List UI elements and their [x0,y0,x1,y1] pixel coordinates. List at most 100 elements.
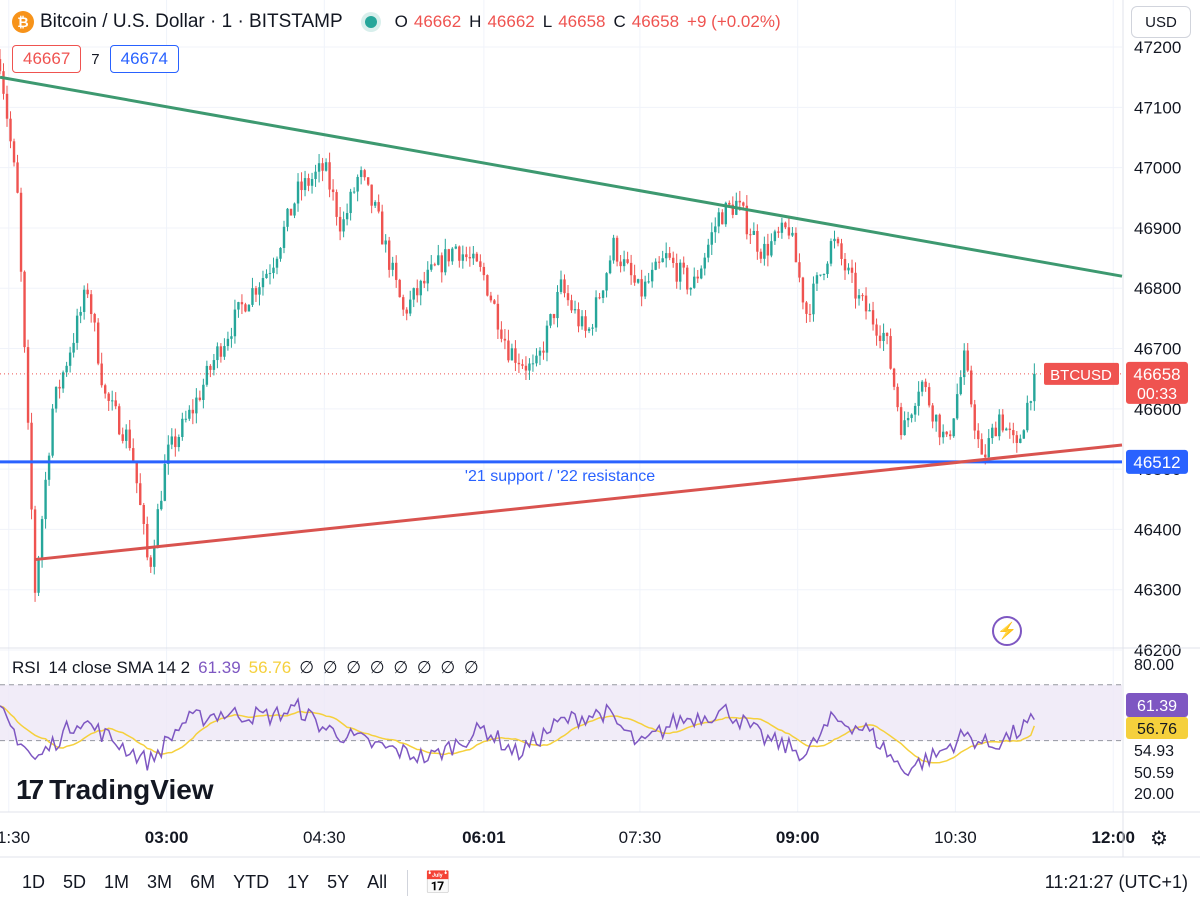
candle-body [286,208,289,227]
candle-body [700,268,703,279]
time-axis-label: 10:30 [934,828,977,847]
candle-body [195,397,198,414]
range-1m-button[interactable]: 1M [104,872,130,892]
candle-body [40,519,44,558]
rsi-sma-badge-label: 56.76 [1137,721,1177,738]
market-status-icon[interactable] [364,16,377,28]
candle-body [437,255,440,265]
range-6m-button[interactable]: 6M [190,872,216,892]
candle-body [395,262,398,280]
candle-body [878,335,882,342]
candle-body [440,255,443,273]
candle-body [184,418,188,420]
range-ytd-button[interactable]: YTD [233,872,270,892]
candle-body [212,360,216,370]
candle-body [577,309,580,327]
candle-body [458,246,461,261]
price-axis-label: 46900 [1134,219,1181,238]
price-axis-label: 47100 [1134,98,1181,117]
candle-body [759,251,763,259]
time-axis-label: 07:30 [619,828,662,847]
candle-body [970,370,973,405]
candle-body [843,258,847,271]
resistance-trendline[interactable] [0,75,1123,278]
candle-body [454,246,458,249]
candle-body [416,288,419,296]
ohlc-high-value: 46662 [487,12,535,31]
candle-body [111,400,114,402]
candle-body [216,346,219,361]
candle-body [608,260,612,274]
candle-body [493,300,496,304]
clock-timezone[interactable]: 11:21:27 (UTC+1) [1044,872,1188,892]
settings-gear-icon[interactable]: ⚙ [1150,828,1168,850]
candle-body [65,365,68,373]
candle-body [812,283,815,315]
candle-body [79,311,82,316]
support-trendline[interactable] [34,443,1123,562]
sell-price-button[interactable]: 46667 [12,45,82,73]
buy-price-button[interactable]: 46674 [109,45,179,73]
candle-body [826,263,829,275]
candle-body [170,436,174,445]
range-all-button[interactable]: All [367,872,388,892]
candle-body [798,262,801,278]
candle-body [514,348,517,363]
tradingview-logo[interactable]: 17 TradingView [16,774,214,806]
level-badge-value: 46512 [1133,453,1180,472]
symbol-title[interactable]: Bitcoin / U.S. Dollar · 1 · BITSTAMP [40,11,343,32]
candle-body [82,289,86,312]
candle-body [142,505,145,524]
candle-body [377,202,380,212]
candle-body [475,253,479,262]
candle-body [794,232,798,263]
candle-body [317,163,321,172]
candle-body [871,310,875,325]
candle-body [906,418,910,421]
candle-body [86,289,89,295]
candle-body [682,262,685,268]
range-1d-button[interactable]: 1D [22,872,46,892]
rsi-legend-name[interactable]: RSI [12,658,41,677]
candle-body [402,297,405,310]
candle-body [717,212,720,227]
candle-body [489,295,493,301]
candle-body [387,240,391,270]
candle-body [261,278,265,288]
range-5y-button[interactable]: 5Y [327,872,350,892]
candle-body [517,362,521,365]
currency-select[interactable]: USD [1131,6,1191,38]
candle-body [1026,402,1029,431]
candle-body [875,324,878,336]
candle-body [991,427,994,439]
candle-body [472,253,475,259]
candle-body [998,414,1001,437]
range-3m-button[interactable]: 3M [147,872,173,892]
candle-body [412,288,415,300]
candle-body [426,269,429,284]
candle-body [714,226,717,233]
level-annotation[interactable]: '21 support / '22 resistance [465,468,655,485]
range-1y-button[interactable]: 1Y [287,872,310,892]
candle-body [26,347,30,423]
candle-body [861,295,864,297]
candle-body [9,118,12,142]
candle-body [430,264,433,270]
lightning-icon[interactable]: ⚡ [992,616,1022,646]
candle-body [366,177,370,185]
candle-body [693,276,696,288]
candle-body [696,276,699,279]
candle-body [924,381,927,388]
candle-body [258,287,261,295]
bottom-toolbar: 1D 5D 1M 3M 6M YTD 1Y 5Y All 📅 11:21:27 … [0,858,1200,907]
candle-body [398,279,401,298]
candle-body [293,203,296,216]
calendar-goto-icon[interactable]: 📅 [424,869,452,895]
candle-body [657,261,661,263]
range-5d-button[interactable]: 5D [63,872,87,892]
candle-body [468,257,472,259]
candle-body [174,436,177,448]
candle-body [864,295,868,312]
candle-body [118,406,121,435]
